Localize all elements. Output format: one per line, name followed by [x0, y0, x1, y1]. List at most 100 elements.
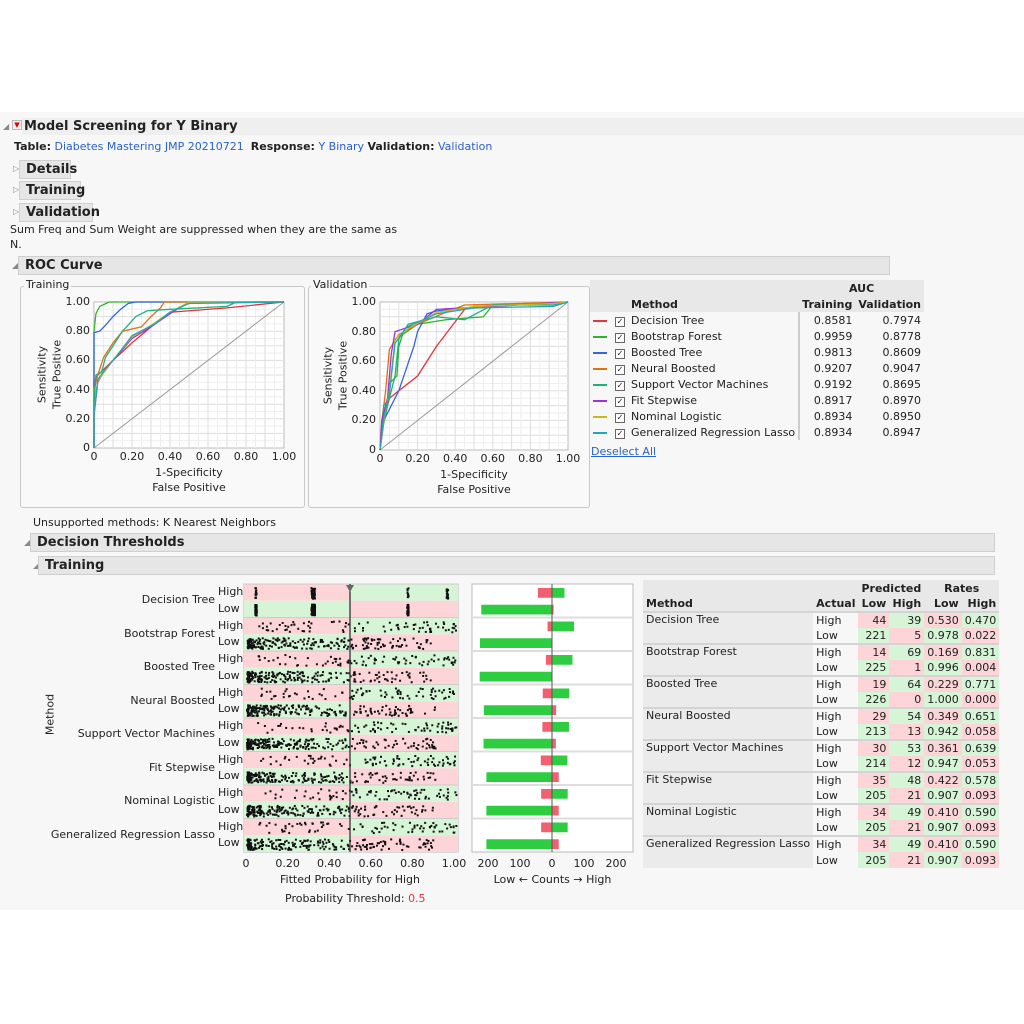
predicted-high: 64: [889, 675, 925, 692]
threshold-value[interactable]: 0.5: [408, 892, 426, 905]
data-point: [248, 779, 251, 782]
data-point: [334, 776, 337, 779]
outline-validation[interactable]: Validation: [19, 203, 100, 222]
data-point: [371, 764, 374, 767]
data-point: [363, 815, 366, 818]
data-point: [366, 646, 369, 649]
expand-icon[interactable]: ▷: [13, 164, 20, 173]
outline-dt-training[interactable]: Training: [38, 556, 995, 575]
data-point: [413, 824, 416, 827]
data-point: [364, 805, 367, 808]
data-point: [406, 791, 409, 794]
data-point: [248, 808, 251, 811]
checkbox-checked-icon[interactable]: ✓: [615, 348, 625, 359]
data-point: [263, 711, 266, 714]
collapse-icon[interactable]: ◢: [24, 538, 31, 547]
data-point: [313, 595, 316, 598]
data-point: [253, 780, 256, 783]
auc-training: 0.9813: [813, 345, 853, 359]
checkbox-checked-icon[interactable]: ✓: [615, 316, 625, 327]
collapse-icon[interactable]: ◢: [33, 561, 40, 570]
data-point: [257, 781, 260, 784]
data-point: [369, 680, 372, 683]
data-point: [371, 762, 374, 765]
data-point: [311, 609, 314, 612]
data-point: [278, 845, 281, 848]
data-point: [301, 640, 304, 643]
data-point: [288, 748, 291, 751]
data-point: [384, 843, 387, 846]
response-link[interactable]: Y Binary: [318, 140, 365, 153]
data-point: [251, 642, 254, 645]
deselect-all-link[interactable]: Deselect All: [591, 445, 657, 458]
data-point: [314, 672, 317, 675]
outline-training[interactable]: Training: [19, 181, 85, 200]
checkbox-checked-icon[interactable]: ✓: [615, 428, 625, 439]
data-point: [278, 707, 281, 710]
data-point: [258, 809, 261, 812]
predicted-high: 12: [889, 756, 925, 772]
table-link[interactable]: Diabetes Mastering JMP 20210721: [54, 140, 244, 153]
data-point: [347, 808, 350, 811]
auc-validation: 0.8778: [882, 329, 921, 343]
outline-decision-thresholds[interactable]: Decision Thresholds: [30, 533, 995, 552]
data-point: [271, 630, 274, 633]
data-point: [442, 794, 445, 797]
validation-link[interactable]: Validation: [438, 140, 493, 153]
data-point: [306, 744, 309, 747]
data-point: [379, 840, 382, 843]
data-point: [294, 711, 297, 714]
data-point: [383, 760, 386, 763]
data-point: [263, 709, 266, 712]
data-point: [264, 741, 267, 744]
data-point: [424, 809, 427, 812]
checkbox-checked-icon[interactable]: ✓: [615, 364, 625, 375]
data-point: [333, 771, 336, 774]
checkbox-checked-icon[interactable]: ✓: [615, 332, 625, 343]
row-label-high: High: [218, 652, 244, 665]
data-point: [416, 642, 419, 645]
data-point: [343, 763, 346, 766]
data-point: [274, 638, 277, 641]
data-point: [331, 748, 334, 751]
data-point: [292, 780, 295, 783]
data-point: [268, 805, 271, 808]
red-triangle-menu-icon[interactable]: ▼: [12, 120, 22, 130]
data-point: [302, 704, 305, 707]
threshold-handle-icon[interactable]: [346, 585, 354, 592]
expand-icon[interactable]: ▷: [13, 185, 20, 194]
data-point: [321, 674, 324, 677]
collapse-icon[interactable]: ◢: [12, 261, 19, 270]
data-point: [272, 744, 275, 747]
data-point: [269, 763, 272, 766]
data-point: [261, 840, 264, 843]
data-point: [335, 714, 338, 717]
data-point: [337, 777, 340, 780]
data-point: [431, 746, 434, 749]
data-point: [361, 629, 364, 632]
data-point: [307, 762, 310, 765]
outline-details[interactable]: Details: [19, 160, 77, 179]
data-point: [365, 724, 368, 727]
data-point: [261, 843, 264, 846]
data-point: [267, 676, 270, 679]
data-point: [399, 771, 402, 774]
data-point: [292, 621, 295, 624]
checkbox-checked-icon[interactable]: ✓: [615, 396, 625, 407]
checkbox-checked-icon[interactable]: ✓: [615, 380, 625, 391]
data-point: [309, 840, 312, 843]
expand-icon[interactable]: ▷: [13, 207, 20, 216]
data-point: [333, 845, 336, 848]
data-point: [362, 638, 365, 641]
data-point: [280, 774, 283, 777]
outline-roc-curve[interactable]: ROC Curve: [18, 256, 890, 275]
data-point: [393, 743, 396, 746]
data-point: [374, 826, 377, 829]
data-point: [254, 672, 257, 675]
checkbox-checked-icon[interactable]: ✓: [615, 412, 625, 423]
data-point: [258, 655, 261, 658]
collapse-icon[interactable]: ◢: [3, 122, 10, 131]
data-point: [331, 641, 334, 644]
data-point: [394, 823, 397, 826]
data-point: [367, 642, 370, 645]
